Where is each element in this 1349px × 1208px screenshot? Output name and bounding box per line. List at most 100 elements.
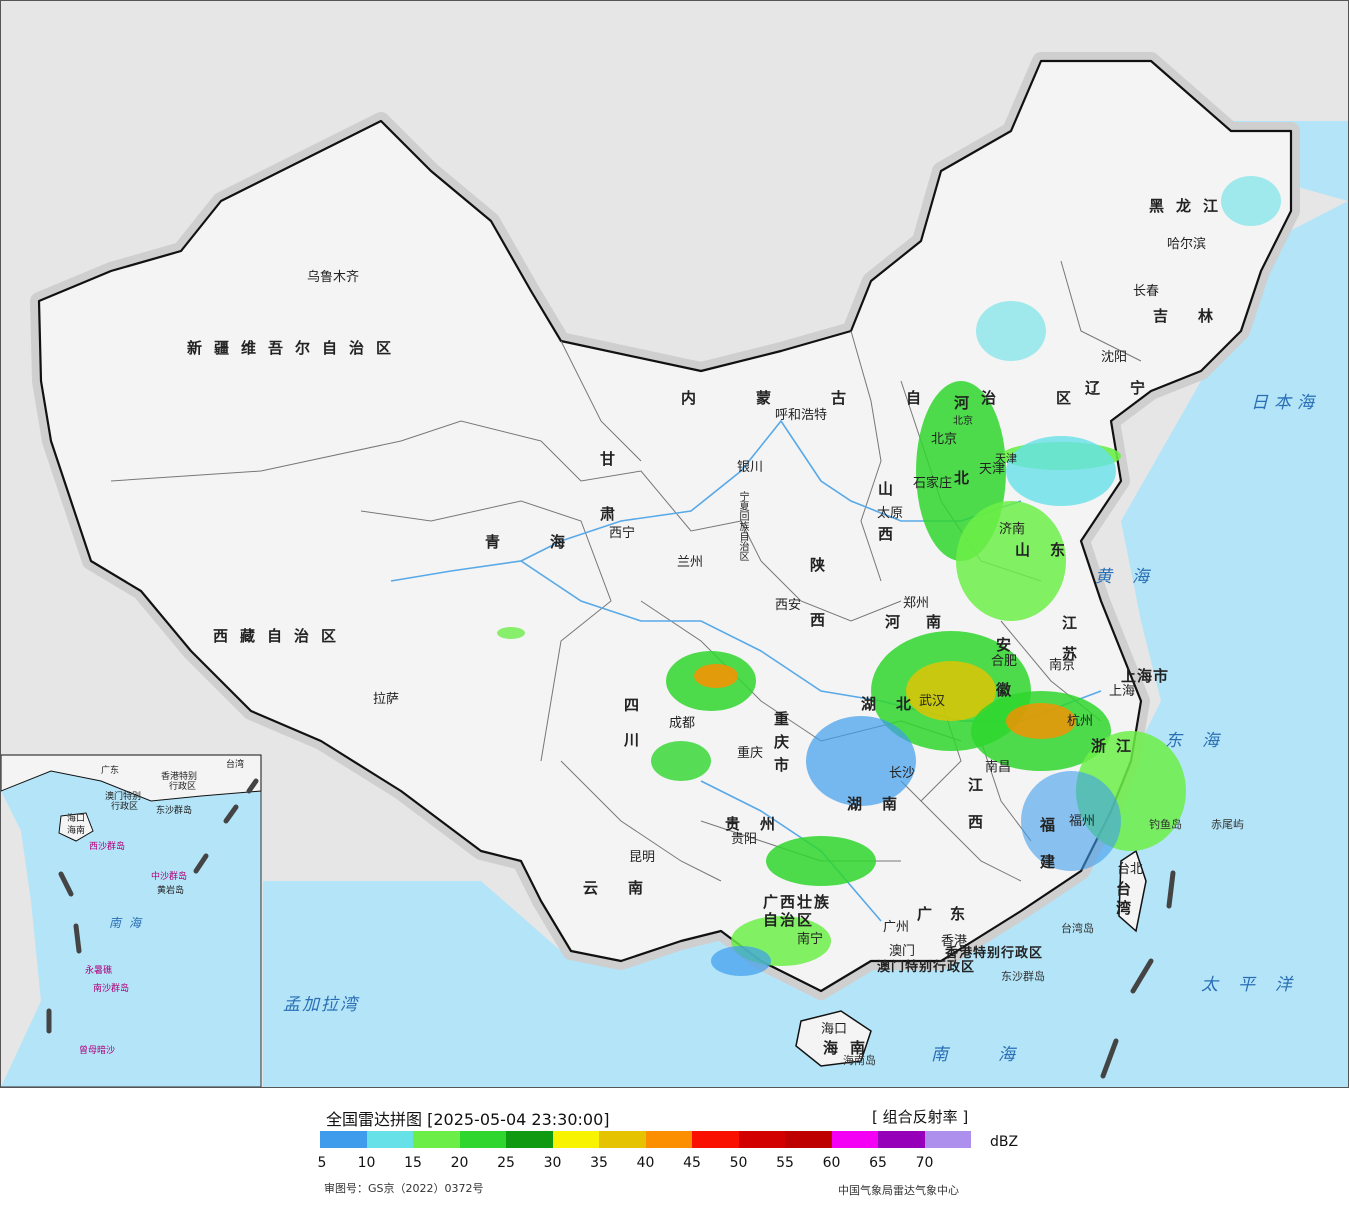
- radar-map: 新疆维吾尔自治区 西藏自治区 青海 甘肃 内蒙古自治区 黑龙江 吉林 辽宁 河北…: [0, 0, 1349, 1088]
- source-credit: 中国气象局雷达气象中心: [838, 1184, 959, 1197]
- sea-bengal: 孟加拉湾: [283, 995, 359, 1015]
- province-shanxi: 山西: [876, 481, 894, 571]
- province-guangxi: 广西壮族自治区: [763, 893, 832, 929]
- sea-area: [621, 121, 1348, 1087]
- city-changchun: 长春: [1133, 284, 1160, 299]
- approval-number: 审图号：GS京（2022）0372号: [324, 1182, 484, 1195]
- inset-taiwan: 台湾: [226, 760, 245, 770]
- city-guiyang: 贵阳: [731, 832, 758, 847]
- legend-swatch-35: [599, 1131, 646, 1148]
- city-harbin: 哈尔滨: [1167, 237, 1207, 252]
- sea-japan: 日本海: [1251, 393, 1320, 413]
- legend-tick: 5: [317, 1155, 327, 1171]
- province-fujian: 福建: [1038, 817, 1056, 891]
- inset-land: [1, 754, 262, 802]
- legend-swatch-50: [738, 1131, 785, 1148]
- province-neimenggu: 内蒙古自治区: [681, 389, 1132, 407]
- sea-yellow: 黄海: [1095, 567, 1169, 587]
- legend-swatch-65: [878, 1131, 925, 1148]
- inset-zhongsha: 中沙群岛: [151, 872, 188, 882]
- province-shanghai: 上海市: [1121, 667, 1170, 685]
- city-hohhot: 呼和浩特: [775, 408, 828, 423]
- legend-tick: 70: [915, 1155, 934, 1171]
- province-hunan: 湖南: [847, 795, 918, 813]
- legend-swatch-55: [785, 1131, 832, 1148]
- legend-swatch-30: [552, 1131, 599, 1148]
- inset-dongsha: 东沙群岛: [156, 806, 193, 816]
- province-borders: [110, 260, 1142, 882]
- hainan-island: [795, 1010, 872, 1067]
- inset-guangdong: 广东: [101, 766, 120, 776]
- province-xizang: 西藏自治区: [213, 627, 349, 645]
- city-taipei: 台北: [1117, 862, 1144, 877]
- inset-hk-1: 香港特别: [161, 772, 198, 782]
- province-taiwan: 台湾: [1114, 881, 1132, 919]
- legend-tick: 10: [357, 1155, 376, 1171]
- province-zhejiang: 浙江: [1091, 737, 1142, 755]
- taiwan-island: [1118, 849, 1147, 933]
- province-hainan: 海南: [823, 1039, 878, 1057]
- legend-swatch-10: [366, 1131, 413, 1148]
- city-xian: 西安: [775, 598, 802, 613]
- legend-tick: 20: [450, 1155, 469, 1171]
- city-hefei: 合肥: [991, 654, 1018, 669]
- city-urumqi: 乌鲁木齐: [307, 270, 360, 285]
- province-guangdong: 广东: [917, 905, 984, 923]
- city-nanjing: 南京: [1049, 658, 1076, 673]
- city-macau: 澳门: [889, 944, 916, 959]
- city-nanchang: 南昌: [985, 760, 1012, 775]
- city-haikou: 海口: [821, 1022, 848, 1037]
- province-hubei: 湖北: [861, 695, 932, 713]
- inset-land-west: [1, 791, 41, 1087]
- island-taiwan: 台湾岛: [1061, 922, 1094, 935]
- city-beijing: 北京: [931, 432, 958, 447]
- inset-zengmu: 曾母暗沙: [79, 1046, 116, 1056]
- province-beijing: 北京: [953, 416, 973, 427]
- legend-tick: 30: [543, 1155, 562, 1171]
- city-changsha: 长沙: [889, 766, 916, 781]
- city-shijiazhuang: 石家庄: [913, 476, 953, 491]
- legend-tick: 35: [590, 1155, 608, 1171]
- inset-huangyan: 黄岩岛: [157, 886, 185, 896]
- legend: 全国雷达拼图 [2025-05-04 23:30:00] [ 组合反射率 ] d…: [0, 1088, 1349, 1208]
- city-lhasa: 拉萨: [373, 692, 400, 707]
- city-chongqing: 重庆: [737, 746, 764, 761]
- province-jiangxi: 江西: [966, 777, 984, 851]
- legend-swatch-40: [645, 1131, 692, 1148]
- inset-hk-2: 行政区: [169, 782, 197, 792]
- legend-swatch-45: [692, 1131, 739, 1148]
- city-taiyuan: 太原: [877, 506, 904, 521]
- province-tianjin: 天津: [995, 452, 1017, 465]
- province-guizhou: 贵州: [725, 815, 796, 833]
- legend-tick: 65: [869, 1155, 887, 1171]
- city-tianjin: 天津: [979, 462, 1006, 477]
- legend-product: [ 组合反射率 ]: [872, 1108, 969, 1126]
- inset-mo-1: 澳门特别: [105, 792, 142, 802]
- legend-tick: 15: [404, 1155, 422, 1171]
- sea-pacific: 太平洋: [1201, 975, 1312, 995]
- inset-xisha: 西沙群岛: [89, 842, 126, 852]
- map-canvas: [1, 52, 1348, 1087]
- province-jilin: 吉林: [1153, 307, 1244, 325]
- province-jiangsu: 江苏: [1060, 615, 1078, 677]
- inset-nansha: 南沙群岛: [93, 984, 130, 994]
- sea-east: 东海: [1165, 731, 1239, 751]
- south-china-sea-inset: [1, 754, 262, 1087]
- legend-tick: 60: [822, 1155, 841, 1171]
- city-jinan: 济南: [999, 522, 1026, 537]
- legend-unit: dBZ: [990, 1134, 1019, 1150]
- china-land: [37, 59, 1293, 993]
- legend-tick: 45: [683, 1155, 701, 1171]
- legend-swatch-70: [924, 1131, 971, 1148]
- island-hainan: 海南岛: [843, 1054, 876, 1067]
- city-shenyang: 沈阳: [1101, 350, 1128, 365]
- island-dongsha: 东沙群岛: [1001, 970, 1045, 983]
- inset-mo-2: 行政区: [111, 802, 139, 812]
- city-fuzhou: 福州: [1069, 814, 1096, 829]
- city-hongkong: 香港: [941, 934, 968, 949]
- city-shanghai: 上海: [1109, 684, 1136, 699]
- province-ningxia: 宁夏回族自治区: [737, 491, 748, 561]
- inset-yongshu: 永暑礁: [85, 966, 113, 976]
- legend-tick: 50: [729, 1155, 748, 1171]
- province-henan: 河南: [885, 613, 968, 631]
